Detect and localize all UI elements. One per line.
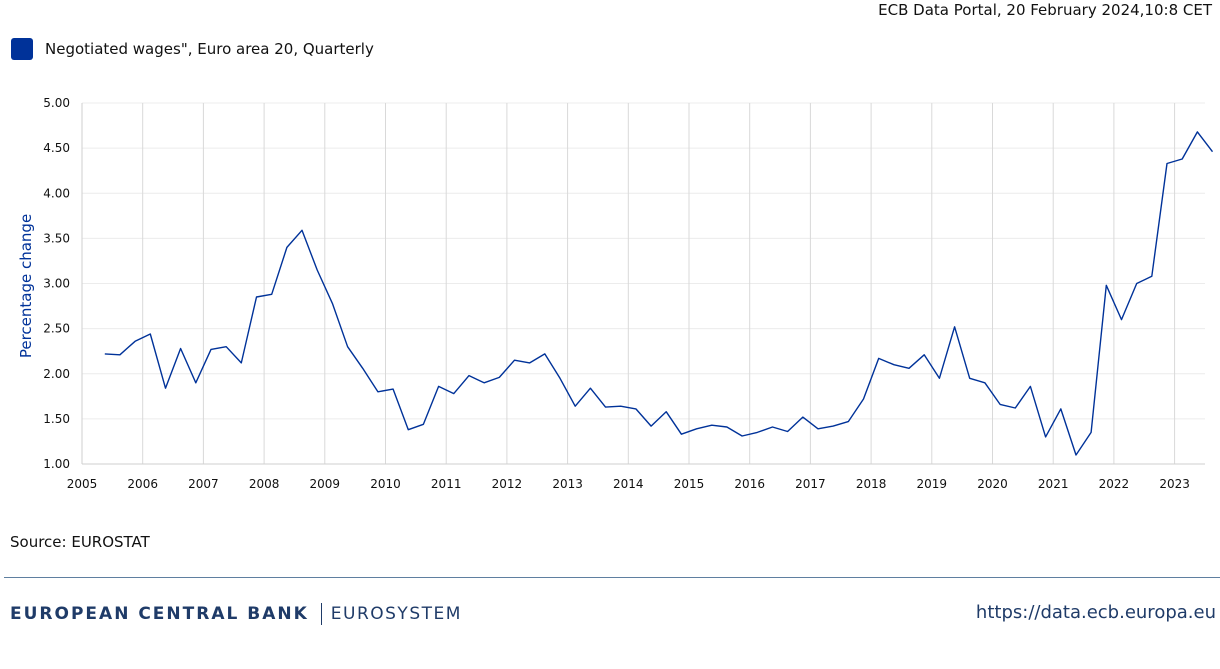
x-tick-label: 2005 xyxy=(67,477,98,491)
x-tick-label: 2009 xyxy=(310,477,341,491)
y-tick-label: 2.50 xyxy=(43,322,70,336)
x-tick-label: 2018 xyxy=(856,477,887,491)
brand-sub: EUROSYSTEM xyxy=(330,604,462,624)
source-note: Source: EUROSTAT xyxy=(10,533,150,551)
x-tick-label: 2022 xyxy=(1099,477,1130,491)
brand-separator xyxy=(320,603,322,625)
x-tick-label: 2017 xyxy=(795,477,826,491)
x-tick-label: 2011 xyxy=(431,477,462,491)
x-tick-label: 2006 xyxy=(127,477,158,491)
legend[interactable]: Negotiated wages", Euro area 20, Quarter… xyxy=(11,38,374,60)
series xyxy=(104,131,1214,456)
y-tick-label: 3.50 xyxy=(43,231,70,245)
footer-divider xyxy=(4,577,1220,578)
line-chart: 1.00 1.50 2.00 2.50 3.00 3.50 4.00 4.50 5.00 2005… xyxy=(17,96,1214,491)
legend-label: Negotiated wages", Euro area 20, Quarter… xyxy=(45,40,374,58)
series-line[interactable] xyxy=(104,131,1214,456)
x-tick-label: 2016 xyxy=(734,477,765,491)
x-tick-label: 2007 xyxy=(188,477,219,491)
brand-name: EUROPEAN CENTRAL BANK xyxy=(10,604,309,624)
y-tick-label: 5.00 xyxy=(43,96,70,110)
y-tick-label: 1.00 xyxy=(43,457,70,471)
y-tick-label: 4.00 xyxy=(43,186,70,200)
brand: EUROPEAN CENTRAL BANK EUROSYSTEM xyxy=(10,603,462,625)
x-tick-label: 2013 xyxy=(552,477,583,491)
axes: 1.00 1.50 2.00 2.50 3.00 3.50 4.00 4.50 5.00 2005… xyxy=(43,96,1205,491)
timestamp: ECB Data Portal, 20 February 2024,10:8 C… xyxy=(878,1,1212,19)
x-tick-label: 2019 xyxy=(917,477,948,491)
x-tick-label: 2014 xyxy=(613,477,644,491)
y-axis-label: Percentage change xyxy=(17,214,35,358)
x-tick-label: 2008 xyxy=(249,477,280,491)
x-tick-label: 2012 xyxy=(492,477,523,491)
legend-swatch xyxy=(11,38,33,60)
x-tick-label: 2020 xyxy=(977,477,1008,491)
x-tick-label: 2021 xyxy=(1038,477,1069,491)
x-tick-label: 2015 xyxy=(674,477,705,491)
y-tick-label: 4.50 xyxy=(43,141,70,155)
y-tick-label: 1.50 xyxy=(43,412,70,426)
portal-link[interactable]: https://data.ecb.europa.eu xyxy=(975,602,1216,623)
x-tick-label: 2010 xyxy=(370,477,401,491)
y-tick-label: 3.00 xyxy=(43,277,70,291)
x-tick-label: 2023 xyxy=(1159,477,1190,491)
y-tick-label: 2.00 xyxy=(43,367,70,381)
grid xyxy=(82,102,1205,465)
